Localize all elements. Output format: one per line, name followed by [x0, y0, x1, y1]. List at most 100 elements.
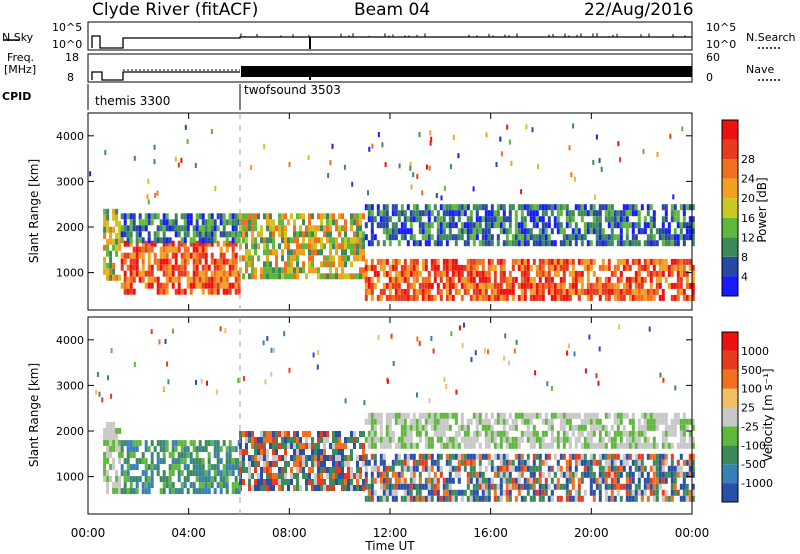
echo-cell — [394, 495, 398, 502]
echo-cell — [478, 270, 482, 277]
echo-cell — [311, 449, 314, 455]
echo-cell — [180, 213, 184, 220]
echo-cell — [529, 282, 533, 289]
echo-cell — [112, 226, 116, 233]
echo-cell — [493, 436, 497, 443]
echo-cell — [643, 276, 647, 283]
echo-cell — [347, 455, 350, 461]
echo-cell — [679, 264, 683, 271]
echo-cell — [165, 252, 169, 259]
echo-cell — [225, 270, 229, 277]
echo-cell — [251, 273, 254, 280]
echo-cell — [207, 288, 211, 295]
echo-cell — [466, 430, 470, 437]
echo-cell — [520, 495, 524, 502]
echo-cell — [225, 288, 229, 295]
echo-cell — [572, 123, 575, 129]
echo-cell — [514, 222, 518, 229]
echo-cell — [115, 487, 119, 494]
echo-cell — [691, 276, 695, 283]
echo-cell — [595, 442, 599, 449]
echo-cell — [266, 485, 269, 491]
echo-cell — [394, 418, 398, 425]
echo-cell — [631, 424, 635, 431]
echo-cell — [682, 442, 686, 449]
echo-cell — [272, 455, 275, 461]
echo-cell — [652, 418, 656, 425]
echo-cell — [214, 186, 217, 191]
echo-cell — [207, 231, 211, 238]
echo-cell — [254, 273, 257, 280]
echo-cell — [484, 442, 488, 449]
echo-cell — [439, 495, 443, 502]
echo-cell — [634, 459, 638, 466]
echo-cell — [523, 228, 527, 235]
echo-cell — [532, 430, 536, 437]
echo-cell — [183, 231, 187, 238]
echo-cell — [332, 237, 335, 244]
echo-cell — [435, 193, 438, 198]
echo-cell — [275, 249, 278, 256]
echo-cell — [207, 276, 211, 283]
echo-cell — [329, 160, 332, 166]
echo-cell — [655, 453, 659, 460]
echo-cell — [391, 210, 395, 217]
echo-cell — [174, 440, 178, 447]
echo-cell — [415, 270, 419, 277]
echo-cell — [206, 380, 208, 386]
echo-cell — [159, 246, 163, 253]
ytick-label: 3000 — [56, 175, 84, 188]
echo-cell — [177, 452, 181, 459]
echo-cell — [373, 270, 377, 277]
echo-cell — [532, 442, 536, 449]
colorbar-tick-label: 1000 — [741, 345, 769, 358]
echo-cell — [400, 471, 404, 478]
echo-cell — [655, 471, 659, 478]
echo-cell — [269, 485, 272, 491]
echo-cell — [573, 351, 576, 357]
echo-cell — [385, 495, 389, 502]
echo-cell — [186, 139, 189, 144]
echo-cell — [691, 204, 695, 211]
echo-cell — [598, 294, 602, 301]
echo-cell — [550, 264, 554, 271]
echo-cell — [526, 240, 530, 247]
echo-cell — [409, 418, 413, 425]
echo-cell — [204, 258, 208, 265]
echo-cell — [637, 459, 641, 466]
echo-cell — [523, 465, 527, 472]
echo-cell — [436, 436, 440, 443]
echo-cell — [442, 495, 446, 502]
echo-cell — [664, 264, 668, 271]
echo-cell — [538, 412, 542, 419]
echo-cell — [219, 252, 223, 259]
echo-cell — [550, 436, 554, 443]
echo-cell — [186, 282, 190, 289]
echo-cell — [353, 431, 356, 437]
echo-cell — [305, 479, 308, 485]
echo-cell — [168, 258, 172, 265]
echo-cell — [502, 288, 506, 295]
echo-cell — [658, 471, 662, 478]
echo-cell — [463, 282, 467, 289]
echo-cell — [245, 449, 248, 455]
nsky-tick-bottom: 10^0 — [52, 38, 83, 51]
echo-cell — [150, 470, 154, 477]
echo-cell — [248, 225, 251, 232]
echo-cell — [430, 442, 434, 449]
echo-cell — [568, 258, 572, 265]
echo-cell — [347, 255, 350, 262]
echo-cell — [607, 459, 611, 466]
echo-cell — [607, 430, 611, 437]
echo-cell — [353, 443, 356, 449]
echo-cell — [481, 294, 485, 301]
echo-cell — [406, 264, 410, 271]
echo-cell — [685, 258, 689, 265]
echo-cell — [517, 453, 521, 460]
echo-cell — [658, 234, 662, 241]
echo-cell — [296, 231, 299, 238]
echo-cell — [688, 442, 692, 449]
echo-cell — [619, 418, 623, 425]
echo-cell — [664, 412, 668, 419]
echo-cell — [586, 228, 590, 235]
